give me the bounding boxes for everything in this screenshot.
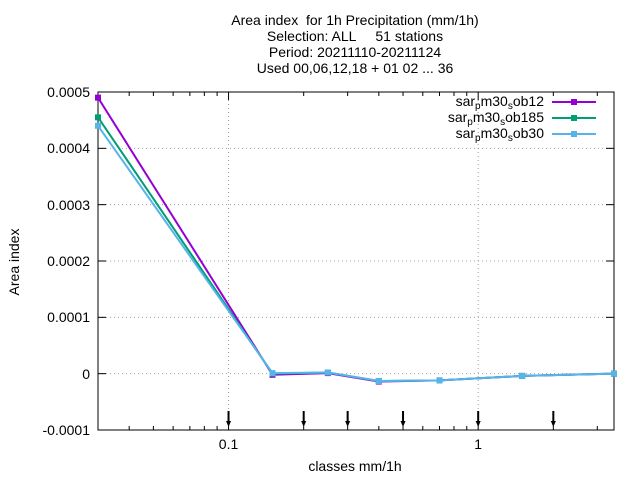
class-marker-head: [475, 421, 481, 427]
series-point-3: [519, 372, 526, 379]
y-tick-label: 0: [82, 365, 90, 382]
legend-label: sarpm30sob30: [455, 125, 544, 144]
grid: [98, 92, 614, 430]
legend-sample-point: [571, 115, 577, 121]
series-point-3: [436, 377, 443, 384]
legend-sample-point: [571, 99, 577, 105]
x-tick-label: 1: [474, 436, 483, 452]
series-point-3: [269, 370, 276, 377]
x-axis-label: classes mm/1h: [308, 458, 402, 474]
class-marker-head: [550, 421, 556, 427]
series-point-3: [324, 369, 331, 376]
series-line-3: [97, 125, 615, 382]
x-tick-label: 0.1: [218, 436, 239, 452]
class-markers: [226, 411, 556, 427]
class-marker-head: [400, 421, 406, 427]
class-marker-head: [345, 421, 351, 427]
legend-sample-point: [571, 131, 577, 137]
y-tick-label: 0.0003: [47, 196, 90, 213]
class-marker-head: [226, 421, 232, 427]
y-tick-label: 0.0002: [47, 253, 90, 269]
y-axis-label: Area index: [6, 228, 22, 296]
y-tick-label: 0.0005: [47, 84, 90, 100]
series-line-2: [97, 116, 615, 382]
class-marker-head: [301, 421, 307, 427]
chart-subtitle-period: Period: 20211110-20211124: [268, 44, 442, 60]
series-point-1: [95, 94, 101, 101]
chart-subtitle-selection: Selection: ALL 51 stations: [266, 28, 444, 44]
y-tick-label: -0.0001: [42, 422, 90, 438]
series-point-3: [611, 370, 617, 377]
y-tick-label: 0.0001: [47, 309, 90, 326]
legend-label: sarpm30sob12: [455, 93, 544, 112]
series-point-3: [375, 377, 382, 384]
chart-title: Area index for 1h Precipitation (mm/1h): [231, 12, 479, 28]
series-point-3: [95, 122, 101, 129]
chart-subtitle-used: Used 00,06,12,18 + 01 02 ... 36: [256, 60, 454, 76]
legend-label: sarpm30sob185: [447, 109, 544, 128]
y-tick-label: 0.0004: [47, 140, 90, 157]
legend-samples: [552, 99, 596, 137]
series-point-2: [95, 114, 101, 121]
series-lines: [95, 94, 617, 385]
